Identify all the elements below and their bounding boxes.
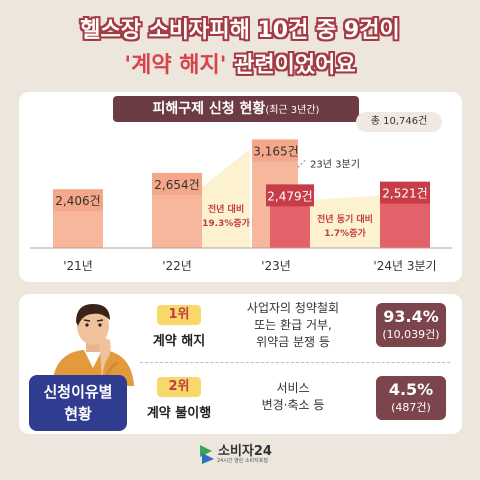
person-thinking-illustration xyxy=(52,304,134,386)
reason-name-2: 계약 불이행 xyxy=(146,406,212,421)
consumer24-logo-icon xyxy=(200,445,214,464)
rank-badge-1: 1위 xyxy=(157,305,201,325)
reasons-divider xyxy=(140,362,450,363)
pct-count-2: (487건) xyxy=(391,401,431,414)
reason-name-1: 계약 해지 xyxy=(152,334,206,349)
pct-box-1: 93.4% (10,039건) xyxy=(376,303,446,347)
logo-tagline: 24시간 열린 소비자포털 xyxy=(217,458,268,464)
reason-desc-2: 서비스 변경·축소 등 xyxy=(218,380,368,414)
reason-desc-1-line: 또는 환급 거부, xyxy=(254,318,332,332)
pct-value-2: 4.5% xyxy=(388,380,434,399)
headline-rest: 관련이었어요 xyxy=(226,53,356,78)
headline-line2: '계약 해지' 관련이었어요 xyxy=(0,47,480,79)
reasons-title-line1: 신청이유별 xyxy=(43,383,113,401)
reasons-title-line2: 현황 xyxy=(64,405,92,423)
chart-title: 피해구제 신청 현황(최근 3년간) xyxy=(113,96,359,122)
reason-desc-1-line: 위약금 분쟁 등 xyxy=(256,335,330,349)
chart-title-sub: (최근 3년간) xyxy=(265,105,320,116)
chart-title-main: 피해구제 신청 현황 xyxy=(152,101,266,117)
rank-badge-2: 2위 xyxy=(157,377,201,397)
reasons-title: 신청이유별 현황 xyxy=(29,375,127,431)
reason-desc-1-line: 사업자의 청약철회 xyxy=(246,301,340,315)
logo-name: 소비자24 xyxy=(218,444,272,459)
reason-desc-2-line: 서비스 xyxy=(276,381,310,395)
pct-count-1: (10,039건) xyxy=(382,328,440,341)
pct-value-1: 93.4% xyxy=(383,307,439,326)
total-badge: 총 10,746건 xyxy=(356,112,442,132)
reason-desc-2-line: 변경·축소 등 xyxy=(261,398,325,412)
pct-box-2: 4.5% (487건) xyxy=(376,376,446,420)
headline-quote: '계약 해지' xyxy=(124,53,227,78)
headline-line1: 헬스장 소비자피해 10건 중 9건이 xyxy=(80,18,400,43)
reason-desc-1: 사업자의 청약철회 또는 환급 거부, 위약금 분쟁 등 xyxy=(218,300,368,351)
